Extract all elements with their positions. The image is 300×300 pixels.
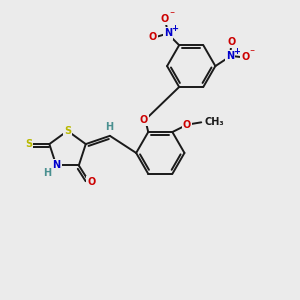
Text: N: N bbox=[226, 51, 234, 61]
Text: S: S bbox=[25, 139, 32, 149]
Text: O: O bbox=[227, 37, 236, 46]
Text: O: O bbox=[140, 115, 148, 125]
Text: ⁻: ⁻ bbox=[249, 48, 254, 58]
Text: O: O bbox=[183, 120, 191, 130]
Text: +: + bbox=[233, 47, 240, 56]
Text: O: O bbox=[148, 32, 157, 42]
Text: S: S bbox=[64, 126, 71, 136]
Text: CH₃: CH₃ bbox=[204, 117, 224, 127]
Text: N: N bbox=[164, 28, 172, 38]
Text: O: O bbox=[241, 52, 250, 62]
Text: H: H bbox=[105, 122, 113, 132]
Text: O: O bbox=[161, 14, 169, 24]
Text: O: O bbox=[87, 177, 96, 187]
Text: N: N bbox=[52, 160, 60, 170]
Text: ⁻: ⁻ bbox=[169, 10, 174, 20]
Text: +: + bbox=[171, 25, 178, 34]
Text: H: H bbox=[44, 168, 52, 178]
